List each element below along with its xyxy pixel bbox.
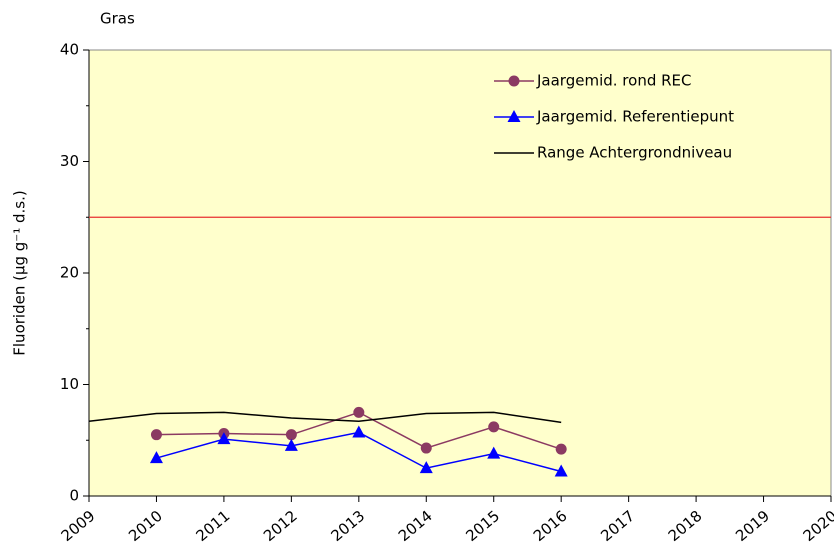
x-tick-label: 2020 <box>800 507 834 545</box>
y-tick-label: 10 <box>60 375 79 393</box>
y-tick-label: 30 <box>60 152 79 170</box>
x-tick-label: 2018 <box>665 507 706 545</box>
y-tick-label: 40 <box>60 41 79 59</box>
data-point <box>488 421 500 433</box>
data-point <box>149 451 163 464</box>
x-tick-label: 2015 <box>462 507 503 545</box>
data-point <box>353 406 365 418</box>
data-point <box>419 461 433 474</box>
chart-title: Gras <box>100 10 135 28</box>
data-point <box>284 438 298 451</box>
x-tick-label: 2019 <box>732 507 773 545</box>
x-tick-label: 2011 <box>193 507 234 545</box>
legend-label: Jaargemid. rond REC <box>536 72 691 90</box>
y-tick-label: 20 <box>60 264 79 282</box>
x-tick-label: 2012 <box>260 507 301 545</box>
data-point <box>285 429 297 441</box>
legend-label: Range Achtergrondniveau <box>537 144 732 162</box>
x-tick-label: 2009 <box>58 507 99 545</box>
data-point <box>217 432 231 445</box>
legend-marker <box>507 110 521 122</box>
x-tick-label: 2010 <box>125 507 166 545</box>
plot-area <box>88 49 832 497</box>
series-line <box>88 411 562 424</box>
x-tick-label: 2014 <box>395 507 436 545</box>
data-point <box>555 443 567 455</box>
data-point <box>487 446 501 459</box>
y-axis-label: Fluoriden (µg g⁻¹ d.s.) <box>11 190 29 355</box>
data-point <box>352 425 366 438</box>
x-tick-label: 2016 <box>530 507 571 545</box>
legend-marker <box>508 75 520 87</box>
data-point <box>420 442 432 454</box>
y-tick-label: 0 <box>69 487 79 505</box>
data-point <box>554 464 568 477</box>
x-tick-label: 2017 <box>597 507 638 545</box>
data-point <box>150 429 162 441</box>
legend-label: Jaargemid. Referentiepunt <box>536 108 734 126</box>
x-tick-label: 2013 <box>327 507 368 545</box>
